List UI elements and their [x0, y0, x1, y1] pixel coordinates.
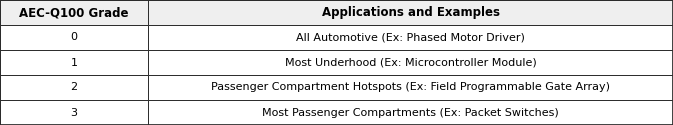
Text: Most Passenger Compartments (Ex: Packet Switches): Most Passenger Compartments (Ex: Packet …	[262, 108, 559, 118]
Text: 1: 1	[71, 58, 77, 68]
Bar	[0, 100, 148, 125]
Text: 0: 0	[71, 32, 77, 42]
Bar	[0, 75, 148, 100]
Bar	[148, 50, 673, 75]
Bar	[0, 25, 148, 50]
Text: Most Underhood (Ex: Microcontroller Module): Most Underhood (Ex: Microcontroller Modu…	[285, 58, 536, 68]
Bar	[0, 0, 148, 25]
Text: AEC-Q100 Grade: AEC-Q100 Grade	[20, 6, 129, 19]
Bar	[148, 100, 673, 125]
Text: 2: 2	[71, 82, 77, 92]
Text: 3: 3	[71, 108, 77, 118]
Bar	[148, 75, 673, 100]
Text: Passenger Compartment Hotspots (Ex: Field Programmable Gate Array): Passenger Compartment Hotspots (Ex: Fiel…	[211, 82, 610, 92]
Bar	[148, 0, 673, 25]
Bar	[148, 25, 673, 50]
Bar	[0, 50, 148, 75]
Text: Applications and Examples: Applications and Examples	[322, 6, 499, 19]
Text: All Automotive (Ex: Phased Motor Driver): All Automotive (Ex: Phased Motor Driver)	[296, 32, 525, 42]
